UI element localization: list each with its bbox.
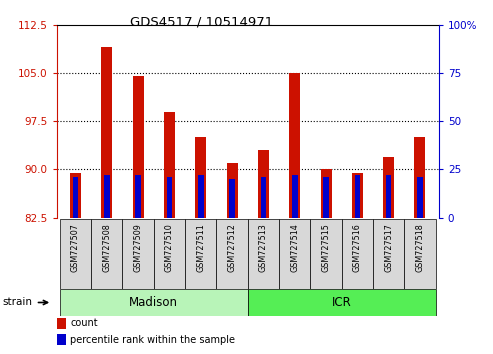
Text: GSM727516: GSM727516 xyxy=(353,223,362,272)
Bar xyxy=(135,175,141,218)
Bar xyxy=(342,219,373,289)
Bar xyxy=(60,289,248,316)
Text: GSM727508: GSM727508 xyxy=(103,223,111,272)
Bar xyxy=(248,289,436,316)
Bar xyxy=(164,112,175,218)
Bar xyxy=(216,219,248,289)
Bar xyxy=(404,219,436,289)
Bar xyxy=(417,177,423,218)
Bar xyxy=(185,219,216,289)
Bar xyxy=(383,156,394,218)
Text: ICR: ICR xyxy=(332,296,352,309)
Bar xyxy=(91,219,122,289)
Bar xyxy=(195,137,206,218)
Bar xyxy=(57,335,66,345)
Bar xyxy=(57,318,66,329)
Text: percentile rank within the sample: percentile rank within the sample xyxy=(70,335,235,345)
Bar xyxy=(122,219,154,289)
Bar xyxy=(289,73,300,218)
Bar xyxy=(415,137,425,218)
Text: count: count xyxy=(70,318,98,328)
Text: GSM727512: GSM727512 xyxy=(228,223,237,272)
Bar xyxy=(352,173,363,218)
Bar xyxy=(279,219,311,289)
Text: GDS4517 / 10514971: GDS4517 / 10514971 xyxy=(130,16,274,29)
Bar xyxy=(386,175,391,218)
Bar xyxy=(248,219,279,289)
Bar xyxy=(320,170,331,218)
Bar xyxy=(167,177,172,218)
Bar xyxy=(198,175,204,218)
Text: GSM727509: GSM727509 xyxy=(134,223,142,272)
Bar xyxy=(227,163,238,218)
Bar xyxy=(354,175,360,218)
Bar xyxy=(229,179,235,218)
Bar xyxy=(261,177,266,218)
Bar xyxy=(154,219,185,289)
Bar xyxy=(373,219,404,289)
Bar xyxy=(72,177,78,218)
Text: GSM727515: GSM727515 xyxy=(321,223,330,272)
Bar xyxy=(60,219,91,289)
Text: GSM727513: GSM727513 xyxy=(259,223,268,272)
Bar xyxy=(102,47,112,218)
Text: strain: strain xyxy=(3,297,47,308)
Bar xyxy=(311,219,342,289)
Bar xyxy=(323,177,329,218)
Text: GSM727518: GSM727518 xyxy=(416,223,424,272)
Text: GSM727507: GSM727507 xyxy=(71,223,80,272)
Text: Madison: Madison xyxy=(129,296,178,309)
Bar xyxy=(104,175,109,218)
Text: GSM727517: GSM727517 xyxy=(384,223,393,272)
Text: GSM727514: GSM727514 xyxy=(290,223,299,272)
Text: GSM727511: GSM727511 xyxy=(196,223,205,272)
Bar xyxy=(258,150,269,218)
Bar xyxy=(70,173,81,218)
Bar xyxy=(133,76,143,218)
Text: GSM727510: GSM727510 xyxy=(165,223,174,272)
Bar xyxy=(292,175,298,218)
